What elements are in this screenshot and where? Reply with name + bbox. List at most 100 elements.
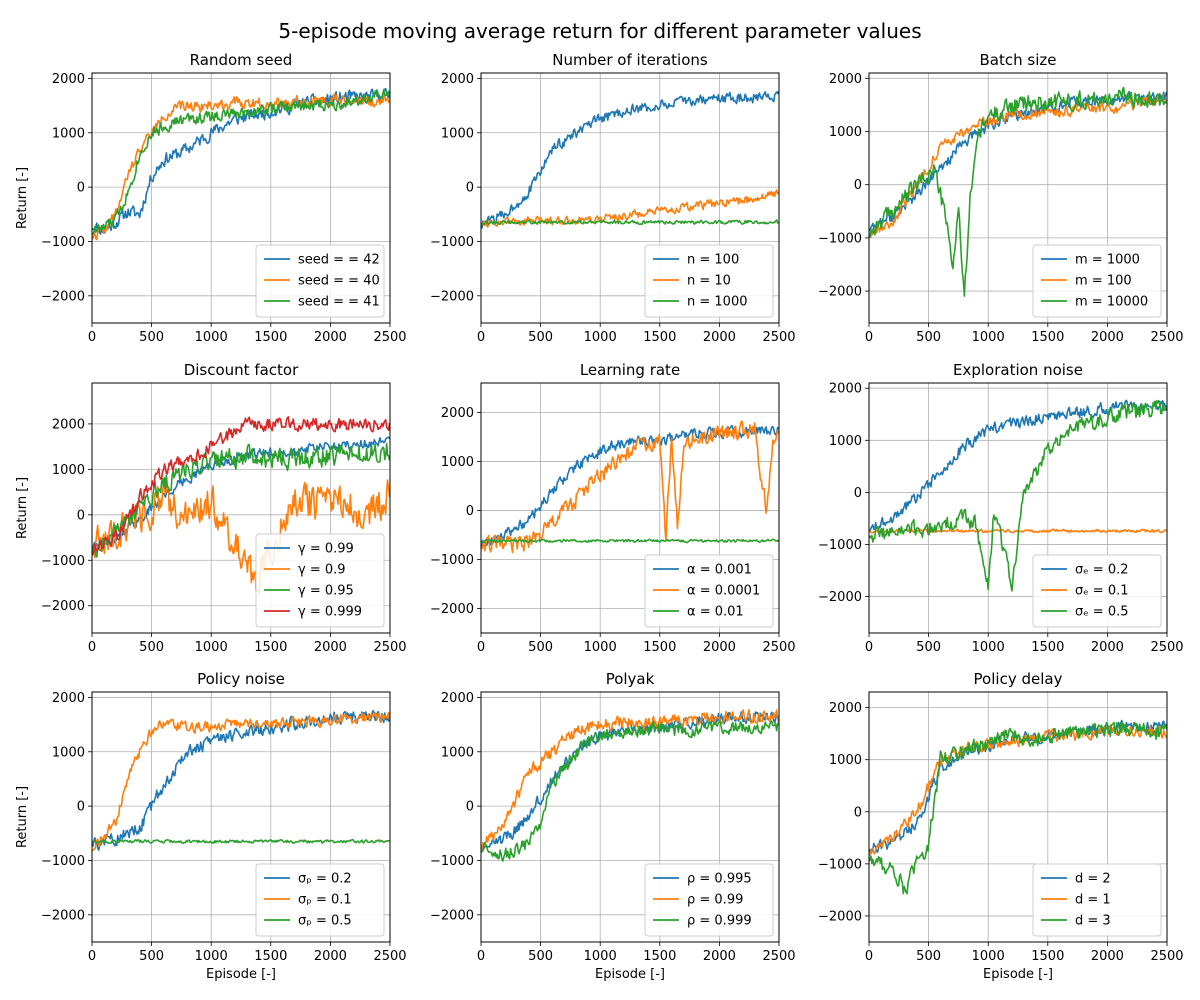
x-tick-label: 1000 (972, 640, 1005, 655)
axes-frame (91, 72, 391, 324)
series-line-1 (869, 399, 1167, 532)
legend: d = 2 d = 1 d = 3 (1032, 863, 1162, 937)
y-tick-label: 2000 (441, 406, 474, 421)
y-tick-label: −1000 (430, 235, 474, 250)
series-line-1 (92, 709, 390, 851)
x-tick-label: 2000 (703, 640, 736, 655)
x-tick-label: 1500 (1031, 949, 1064, 964)
y-tick-label: 0 (466, 504, 474, 519)
series-line-2 (481, 189, 779, 228)
y-tick-label: −1000 (430, 553, 474, 568)
y-tick-label: 2000 (52, 691, 85, 706)
x-tick-label: 2000 (703, 330, 736, 345)
legend-label: d = 3 (1075, 914, 1111, 929)
x-tick-label: 0 (88, 330, 96, 345)
x-tick-label: 2000 (1091, 330, 1124, 345)
y-tick-label: 0 (466, 800, 474, 815)
series-group (869, 719, 1167, 895)
y-tick-label: 1000 (52, 463, 85, 478)
x-tick-label: 1500 (643, 949, 676, 964)
x-tick-label: 1000 (584, 949, 617, 964)
x-tick-label: 2000 (314, 640, 347, 655)
axes-frame (868, 691, 1168, 943)
x-tick-label: 1500 (643, 640, 676, 655)
x-tick-label: 2500 (1150, 330, 1183, 345)
x-tick-label: 2000 (314, 949, 347, 964)
legend-box (255, 533, 385, 628)
series-line-2 (92, 479, 390, 595)
x-axis-label: Episode [-] (983, 967, 1053, 982)
y-tick-label: −2000 (430, 602, 474, 617)
legend-label: σₚ = 0.2 (298, 872, 352, 887)
x-tick-label: 0 (477, 640, 485, 655)
axes-frame (868, 72, 1168, 324)
x-tick-label: 1500 (1031, 330, 1064, 345)
x-tick-label: 500 (139, 640, 164, 655)
y-axis-label: Return [-] (15, 167, 30, 229)
y-tick-label: 1000 (441, 455, 474, 470)
legend-box (255, 863, 385, 937)
legend-label: d = 1 (1075, 893, 1111, 908)
legend-label: m = 1000 (1075, 253, 1140, 268)
figure-title: 5-episode moving average return for diff… (278, 19, 921, 43)
legend-label: seed = = 41 (298, 295, 380, 310)
x-tick-label: 0 (88, 640, 96, 655)
subplot-4: Discount factor 0 500 1000 1500 2000 2500 −2000… (15, 361, 407, 655)
series-group (869, 399, 1167, 592)
legend: seed = = 42 seed = = 40 seed = = 41 (255, 244, 385, 318)
series-line-3 (869, 721, 1167, 895)
legend-label: seed = = 42 (298, 253, 380, 268)
legend-box (644, 863, 774, 937)
series-line-1 (481, 90, 779, 229)
y-tick-label: 1000 (52, 126, 85, 141)
x-tick-label: 500 (916, 640, 941, 655)
y-tick-label: −2000 (818, 590, 862, 605)
legend: n = 100 n = 10 n = 1000 (644, 244, 774, 318)
subplot-title: Batch size (980, 51, 1057, 69)
subplot-7: Policy noise 0 500 1000 1500 2000 2500 −2000 −10… (15, 670, 407, 982)
y-tick-label: −1000 (818, 231, 862, 246)
x-tick-label: 0 (865, 949, 873, 964)
legend-label: n = 1000 (687, 295, 747, 310)
y-tick-label: 1000 (829, 125, 862, 140)
y-tick-label: 1000 (441, 126, 474, 141)
x-tick-label: 1500 (254, 330, 287, 345)
subplot-2: Number of iterations 0 500 1000 1500 2000 2500… (430, 51, 796, 345)
x-tick-label: 500 (528, 949, 553, 964)
axes-frame (91, 382, 391, 634)
x-tick-label: 500 (528, 640, 553, 655)
y-tick-label: −1000 (41, 554, 85, 569)
series-line-2 (92, 93, 390, 241)
series-line-3 (92, 442, 390, 558)
series-group (92, 87, 390, 241)
legend-box (1032, 244, 1162, 318)
x-tick-label: 1500 (254, 949, 287, 964)
subplot-5: Learning rate 0 500 1000 1500 2000 2500 −2000 −1… (430, 361, 796, 655)
legend: σₑ = 0.2 σₑ = 0.1 σₑ = 0.5 (1032, 554, 1162, 628)
series-line-2 (92, 711, 390, 852)
legend-label: γ = 0.999 (298, 605, 362, 620)
x-tick-label: 0 (477, 330, 485, 345)
series-line-4 (92, 415, 390, 555)
x-tick-label: 2500 (373, 640, 406, 655)
series-line-3 (481, 538, 779, 544)
x-tick-label: 2500 (762, 949, 795, 964)
y-tick-label: −2000 (41, 599, 85, 614)
series-line-3 (869, 86, 1167, 297)
x-tick-label: 2500 (1150, 640, 1183, 655)
x-tick-label: 1000 (195, 640, 228, 655)
y-tick-label: −2000 (430, 289, 474, 304)
x-tick-label: 1000 (584, 640, 617, 655)
y-tick-label: 0 (854, 805, 862, 820)
y-tick-label: −2000 (818, 285, 862, 300)
x-tick-label: 2500 (373, 949, 406, 964)
legend-box (644, 554, 774, 628)
series-group (481, 420, 779, 554)
series-group (92, 709, 390, 852)
legend-label: m = 10000 (1075, 295, 1148, 310)
series-line-2 (481, 708, 779, 853)
legend: m = 1000 m = 100 m = 10000 (1032, 244, 1162, 318)
legend: ρ = 0.995 ρ = 0.99 ρ = 0.999 (644, 863, 774, 937)
axes-frame (868, 382, 1168, 634)
y-tick-label: 2000 (829, 382, 862, 397)
